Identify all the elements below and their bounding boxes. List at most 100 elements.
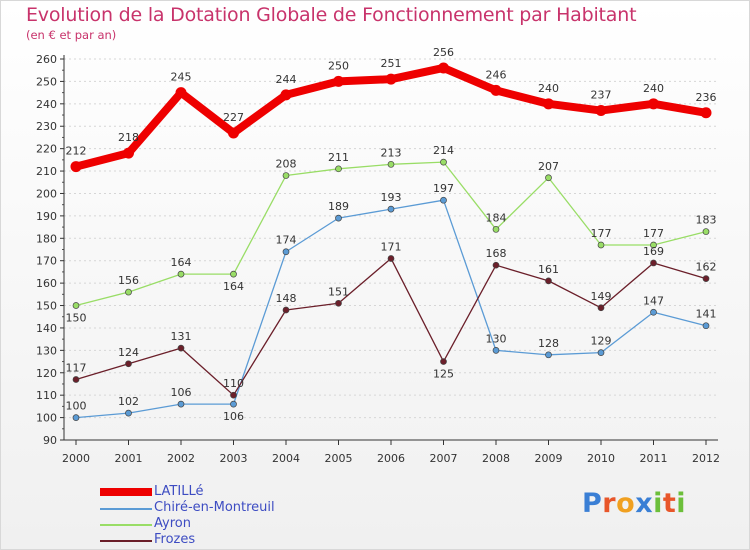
data-label: 250 <box>328 59 349 72</box>
data-label: 164 <box>223 280 244 293</box>
data-label: 164 <box>171 256 192 269</box>
data-point <box>125 360 132 368</box>
data-label: 251 <box>381 57 402 70</box>
data-point <box>70 161 82 173</box>
data-label: 130 <box>486 332 507 345</box>
x-tick-label: 2012 <box>692 452 720 465</box>
y-tick-label: 230 <box>36 120 57 133</box>
data-label: 150 <box>66 312 87 325</box>
data-point <box>387 160 395 168</box>
series-line <box>75 257 707 396</box>
data-point <box>72 414 80 421</box>
axes: 9010011012013014015016017018019020021022… <box>36 53 720 465</box>
data-point <box>595 105 607 117</box>
data-point <box>597 304 605 312</box>
line-chart: 9010011012013014015016017018019020021022… <box>36 46 720 465</box>
legend-swatch-latille <box>100 488 152 496</box>
y-tick-label: 180 <box>36 232 57 245</box>
y-tick-label: 100 <box>36 412 57 425</box>
data-label: 169 <box>643 245 664 258</box>
x-tick-label: 2006 <box>377 452 405 465</box>
data-label: 211 <box>328 151 349 164</box>
data-point <box>492 225 500 233</box>
data-label: 227 <box>223 111 244 124</box>
data-label: 106 <box>171 386 192 399</box>
data-label: 207 <box>538 160 559 173</box>
data-point <box>125 409 132 417</box>
data-label: 100 <box>66 400 87 413</box>
x-tick-label: 2007 <box>430 452 458 465</box>
data-point <box>123 147 134 159</box>
data-label: 156 <box>118 274 139 287</box>
series-chir-en-montreuil <box>72 196 710 421</box>
y-tick-label: 250 <box>36 75 57 88</box>
data-point <box>230 400 237 408</box>
data-label: 124 <box>118 346 139 359</box>
data-label: 106 <box>223 410 244 423</box>
legend-swatch-chire <box>100 508 152 510</box>
data-label: 245 <box>171 71 192 84</box>
logo-letter: P <box>582 488 603 519</box>
data-label: 129 <box>591 335 612 348</box>
legend-swatch-ayron <box>100 524 152 526</box>
data-point <box>438 62 449 74</box>
data-point <box>230 270 237 278</box>
y-tick-label: 110 <box>36 389 57 402</box>
data-label: 177 <box>643 227 664 240</box>
data-label: 128 <box>538 337 559 350</box>
data-point <box>282 306 290 314</box>
x-tick-label: 2000 <box>62 452 90 465</box>
data-label: 184 <box>486 211 507 224</box>
data-point <box>335 214 342 222</box>
legend-label: Frozes <box>154 532 196 547</box>
x-tick-label: 2004 <box>272 452 300 465</box>
data-label: 240 <box>643 82 664 95</box>
data-point <box>440 358 447 365</box>
data-point <box>72 376 80 383</box>
data-point <box>492 261 500 269</box>
y-tick-label: 200 <box>36 187 57 200</box>
data-point <box>387 205 395 213</box>
data-label: 174 <box>276 234 297 247</box>
data-point <box>177 344 185 352</box>
data-label: 218 <box>118 131 139 144</box>
data-point <box>490 84 502 96</box>
logo-letter: t <box>662 488 677 519</box>
data-point <box>545 277 552 285</box>
data-point <box>175 87 187 99</box>
data-label: 147 <box>643 294 664 307</box>
series-frozes <box>72 255 710 399</box>
data-point <box>545 174 552 182</box>
series-layer <box>70 62 712 421</box>
data-label: 240 <box>538 82 559 95</box>
data-label: 102 <box>118 395 139 408</box>
data-point <box>125 288 132 296</box>
data-point <box>702 275 710 282</box>
data-point <box>545 351 552 359</box>
data-point <box>492 347 500 354</box>
data-point <box>650 308 657 316</box>
data-point <box>335 165 342 173</box>
x-tick-label: 2003 <box>220 452 248 465</box>
data-point <box>700 107 712 119</box>
data-label: 236 <box>696 91 717 104</box>
series-ayron <box>72 158 710 309</box>
data-label: 161 <box>538 263 559 276</box>
data-label: 237 <box>591 89 612 102</box>
x-tick-label: 2005 <box>325 452 353 465</box>
data-labels: 212 218 245 227 244 250 251 256 246 240 237 240 236 1… <box>66 46 717 423</box>
data-point <box>230 391 237 399</box>
data-point <box>597 349 605 356</box>
legend-label: LATILLé <box>154 484 204 499</box>
data-point <box>650 241 657 249</box>
logo-letter: x <box>635 488 654 519</box>
data-point <box>702 228 710 235</box>
data-label: 193 <box>381 191 402 204</box>
proxiti-logo: Proxiti <box>582 488 686 519</box>
data-point <box>543 98 554 110</box>
data-label: 171 <box>381 240 402 253</box>
y-tick-label: 240 <box>36 98 57 111</box>
data-point <box>440 158 447 166</box>
data-point <box>282 248 290 256</box>
